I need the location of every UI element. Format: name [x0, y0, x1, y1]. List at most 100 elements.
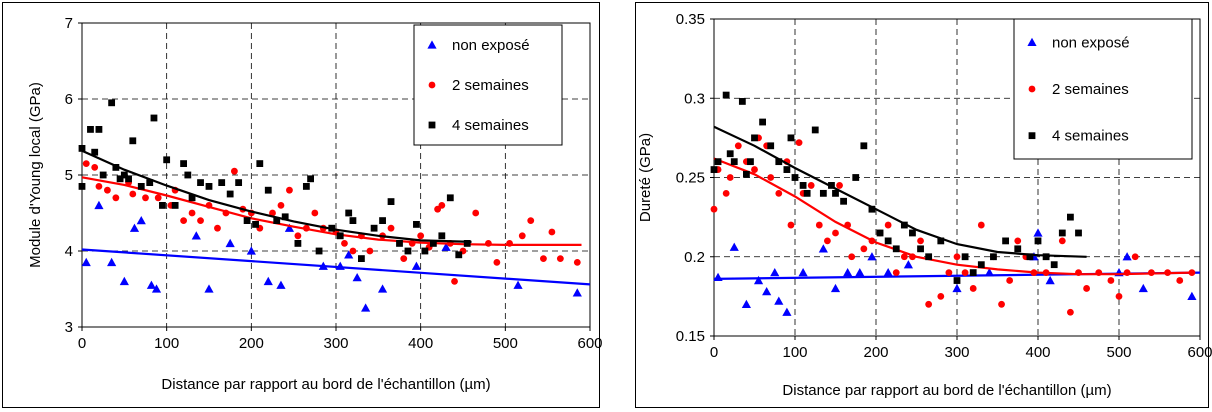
data-point [883, 268, 893, 277]
x-tick-label: 600 [577, 335, 602, 352]
data-point [824, 237, 831, 245]
data-point [876, 229, 884, 237]
data-point [136, 216, 146, 225]
data-point [413, 221, 420, 228]
y-tick-label: 7 [65, 15, 73, 32]
data-point [116, 175, 124, 183]
y-tick-label: 0.35 [676, 11, 705, 28]
data-point [485, 240, 492, 247]
data-point [1083, 285, 1090, 292]
data-point [1107, 277, 1115, 284]
data-point [819, 189, 827, 197]
data-point [129, 137, 137, 145]
x-tick-label: 100 [782, 344, 807, 361]
data-point [142, 194, 149, 202]
data-point [171, 202, 179, 209]
data-point [572, 288, 582, 297]
trend-line [713, 125, 1087, 258]
data-point [472, 209, 480, 217]
data-point [843, 268, 853, 277]
data-point [953, 277, 961, 284]
data-point [884, 221, 892, 229]
data-point [759, 118, 766, 126]
data-point [1026, 253, 1034, 261]
data-point [226, 190, 234, 198]
x-tick-label: 200 [239, 335, 264, 352]
data-point [411, 261, 422, 270]
data-point [286, 186, 293, 194]
data-point [900, 221, 908, 229]
data-point [256, 160, 264, 167]
data-point [803, 189, 811, 197]
data-point [1034, 237, 1042, 245]
data-point [307, 175, 314, 183]
data-point [379, 217, 386, 224]
data-point [751, 134, 758, 142]
data-point [867, 252, 877, 261]
data-point [892, 269, 900, 276]
data-point [191, 231, 201, 240]
data-point [1033, 228, 1043, 237]
data-point [119, 276, 129, 286]
data-point [730, 158, 738, 166]
data-point [751, 166, 758, 173]
data-point [1075, 229, 1082, 237]
data-point [315, 247, 323, 255]
y-axis-label: Dureté (GPa) [637, 133, 654, 222]
x-tick-label: 600 [1187, 344, 1212, 361]
data-point [892, 245, 900, 253]
data-point [811, 126, 819, 134]
data-point [990, 253, 997, 261]
data-point [107, 257, 117, 267]
data-point [977, 221, 985, 229]
data-point [937, 292, 945, 300]
series-0 [81, 200, 591, 312]
data-point [925, 300, 933, 308]
data-point [1058, 229, 1066, 237]
data-point [78, 145, 86, 152]
data-point [417, 232, 425, 240]
y-tick-label: 3 [65, 319, 73, 336]
data-point [540, 255, 547, 262]
data-point [112, 164, 120, 171]
data-point [1045, 275, 1055, 285]
data-point [95, 126, 103, 133]
data-point [294, 240, 302, 247]
data-point [953, 253, 961, 261]
data-point [129, 223, 140, 232]
data-point [832, 229, 839, 237]
series-2 [78, 99, 472, 262]
data-point [722, 189, 730, 197]
data-point [1050, 261, 1058, 269]
y-tick-label: 6 [65, 91, 73, 108]
chart-left: 0 100 200 300 400 500 600 3 4 5 6 7 Distance par rap… [27, 15, 603, 393]
data-point [91, 164, 99, 171]
data-point [163, 156, 171, 164]
data-point [438, 202, 446, 209]
data-point [573, 259, 581, 266]
chart-right: 0 100 200 300 400 500 600 0.15 0.2 0.25 0.3 0.35 Dis… [637, 11, 1212, 399]
data-point [264, 186, 272, 194]
data-point [370, 224, 378, 232]
data-point [269, 209, 276, 217]
data-point [1067, 213, 1074, 221]
data-point [404, 247, 412, 255]
data-point [366, 247, 374, 255]
data-point [273, 217, 281, 224]
data-point [741, 299, 751, 308]
data-point [400, 255, 408, 262]
data-point [1131, 253, 1139, 261]
trend-line [81, 248, 591, 286]
x-tick-label: 300 [944, 344, 969, 361]
x-tick-label: 300 [323, 335, 348, 352]
data-point [798, 268, 808, 277]
data-point [349, 247, 357, 255]
data-point [235, 179, 243, 186]
data-point [396, 240, 403, 247]
data-point [884, 237, 892, 245]
data-point [832, 189, 839, 197]
y-tick-label: 0.2 [684, 249, 705, 266]
data-point [120, 171, 128, 179]
